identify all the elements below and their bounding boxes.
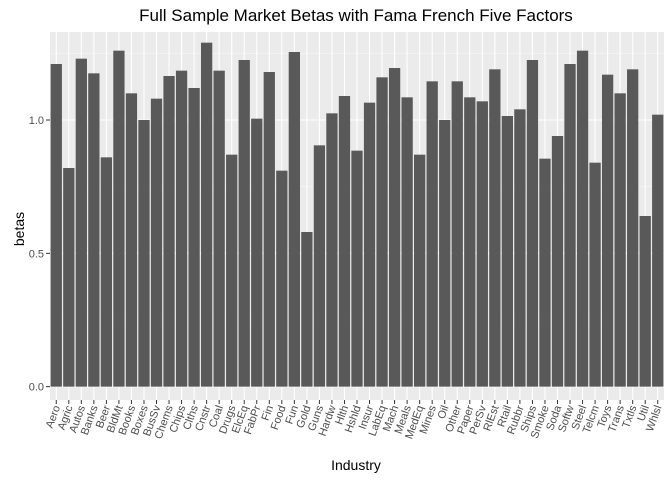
bar-other [451,81,463,387]
bar-paper [464,97,476,387]
bar-fin [263,72,275,387]
bar-bldmt [113,50,125,387]
bar-softw [564,64,576,387]
bar-chems [163,76,175,387]
bar-mines [426,81,438,387]
bar-food [276,170,288,387]
bar-fun [288,52,300,387]
x-tick-label: Util [635,404,652,423]
bar-mach [388,68,401,387]
bar-telcm [589,162,601,387]
bar-txtls [627,69,639,387]
y-axis-title: betas [11,211,27,247]
bar-rubbr [514,109,526,387]
bar-banks [88,73,100,387]
bar-toys [601,74,614,387]
bar-meals [401,97,413,387]
x-tick-label: Oil [436,404,452,421]
bar-oil [439,120,451,387]
bar-rlest [489,69,501,387]
bar-aero [50,64,62,387]
bar-medeq [414,154,426,387]
bar-agric [63,168,75,387]
bar-hardw [326,113,338,387]
bar-trans [614,93,626,387]
x-tick-label: Fin [260,404,277,422]
bar-cnstr [200,42,213,387]
chart-title: Full Sample Market Betas with Fama Frenc… [139,6,573,25]
bar-gold [301,232,313,387]
x-axis-title: Industry [331,457,381,473]
bar-fabpr [251,118,263,387]
bar-autos [75,58,87,387]
bar-steel [576,50,589,387]
bar-util [639,216,651,387]
bar-bussv [150,98,163,387]
bar-ships [526,60,539,387]
bar-boxes [138,120,150,387]
bar-insur [363,102,376,387]
bar-labeq [376,77,388,387]
bar-whlsl [652,114,664,387]
bar-coal [213,70,225,387]
y-tick-label: 0.0 [29,382,44,394]
bar-soda [551,136,564,387]
bar-clths [188,88,200,387]
bar-persv [476,101,488,387]
bar-books [125,93,138,387]
bar-smoke [539,158,551,387]
bar-drugs [226,154,238,387]
bar-hlth [338,96,351,387]
bar-guns [313,145,326,387]
bar-beer [100,157,113,387]
bar-chips [175,70,188,387]
bar-hshld [351,150,363,387]
bar-rtail [501,116,514,387]
y-tick-label: 0.5 [29,248,44,260]
y-tick-label: 1.0 [29,115,44,127]
bar-elceq [238,60,250,387]
